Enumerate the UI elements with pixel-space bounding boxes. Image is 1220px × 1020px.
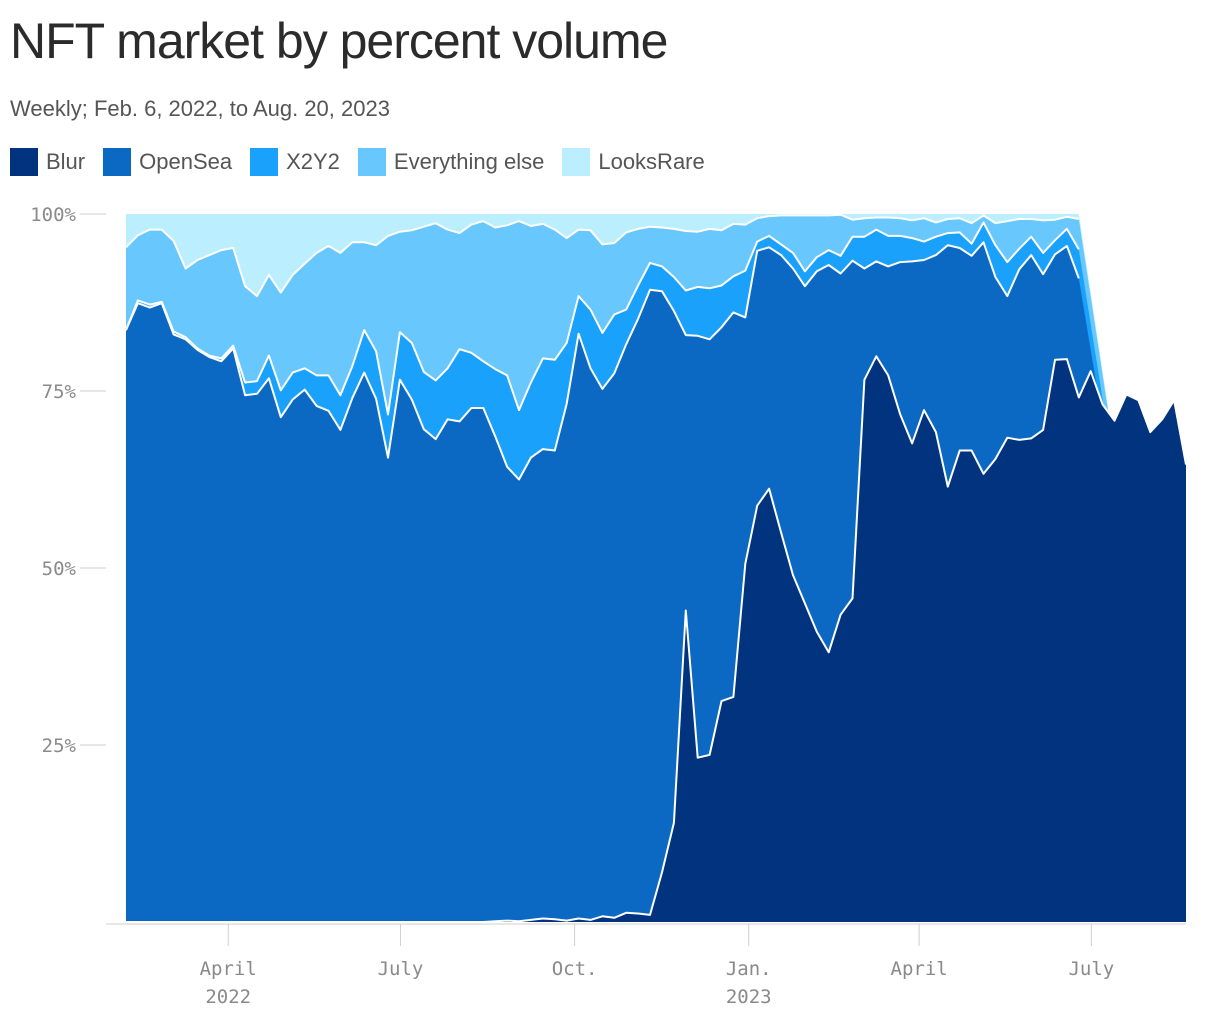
- legend-swatch: [250, 148, 279, 176]
- x-tick-label: July: [378, 958, 424, 980]
- legend-label: Everything else: [393, 149, 545, 174]
- series-line-opensea: [125, 241, 1080, 481]
- legend-swatch: [103, 148, 132, 176]
- y-tick-label: 100%: [30, 204, 76, 226]
- legend-label: Blur: [46, 149, 86, 174]
- x-tick-label: Jan.: [726, 958, 772, 980]
- chart-subtitle: Weekly; Feb. 6, 2022, to Aug. 20, 2023: [10, 96, 390, 121]
- x-tick-label: Oct.: [552, 958, 598, 980]
- legend-label: OpenSea: [139, 149, 233, 174]
- x-tick-label: July: [1068, 958, 1114, 980]
- y-tick-label: 25%: [42, 735, 77, 757]
- y-tick-label: 50%: [42, 558, 77, 580]
- legend-item-x2y2: X2Y2: [250, 148, 340, 176]
- legend-item-blur: Blur: [10, 148, 85, 176]
- legend-swatch: [10, 148, 38, 176]
- x-tick-label: April: [200, 958, 257, 980]
- area-blur: [126, 356, 1186, 922]
- x-tick-label: April: [891, 958, 948, 980]
- series-line-x2y2: [125, 221, 1080, 416]
- legend-label: X2Y2: [286, 149, 340, 174]
- x-tick-year-label: 2022: [205, 986, 251, 1008]
- legend-swatch: [562, 148, 591, 176]
- y-tick-label: 75%: [42, 381, 77, 403]
- legend-item-opensea: OpenSea: [103, 148, 232, 176]
- legend-label: LooksRare: [598, 149, 705, 174]
- series-line-everything-else: [125, 213, 1079, 298]
- series-line-blur: [126, 355, 1187, 923]
- chart-title: NFT market by percent volume: [10, 13, 668, 69]
- legend: Blur OpenSea X2Y2 Everything else LooksRare: [10, 148, 705, 176]
- x-tick-year-label: 2023: [726, 986, 772, 1008]
- legend-swatch: [357, 148, 386, 176]
- legend-item-looksrare: LooksRare: [562, 148, 705, 176]
- legend-item-everything-else: Everything else: [357, 148, 545, 176]
